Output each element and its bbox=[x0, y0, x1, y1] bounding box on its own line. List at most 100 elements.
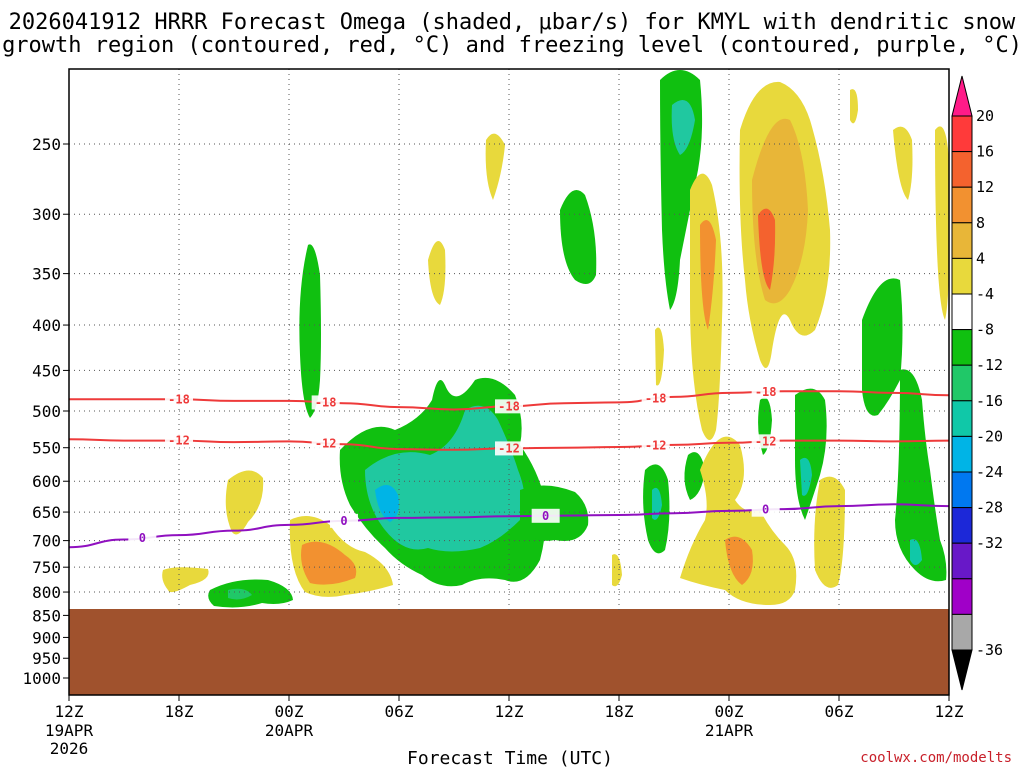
x-tick-date: 21APR bbox=[705, 721, 754, 740]
contour-label-bg bbox=[311, 395, 340, 410]
chart-title-line2: growth region (contoured, red, °C) and f… bbox=[2, 33, 1022, 58]
colorbar-bottom-arrow bbox=[951, 649, 973, 691]
y-tick-label: 800 bbox=[32, 583, 61, 602]
contour-label: -18 bbox=[755, 385, 777, 399]
x-tick-label: 12Z bbox=[495, 702, 524, 721]
contour-label-bg bbox=[751, 502, 780, 517]
y-tick-label: 350 bbox=[32, 265, 61, 284]
omega-region-ascent-7b bbox=[700, 220, 716, 330]
colorbar-label: 20 bbox=[976, 107, 994, 125]
colorbar-segment bbox=[951, 542, 973, 580]
omega-shading bbox=[162, 70, 949, 608]
colorbar-label: 12 bbox=[976, 178, 994, 196]
plot-area: -18 -18 -18 -18 -18 -12 -12 -12 -12 -12 0 0 0 0 bbox=[69, 69, 949, 695]
y-tick-label: 950 bbox=[32, 649, 61, 668]
omega-region-ascent-2 bbox=[225, 470, 264, 535]
omega-region-ascent-13 bbox=[850, 89, 858, 124]
omega-region-ascent-3b bbox=[301, 541, 357, 585]
y-tick-label: 550 bbox=[32, 439, 61, 458]
y-tick-label: 500 bbox=[32, 402, 61, 421]
colorbar-segment bbox=[951, 400, 973, 437]
x-tick-date: 19APR bbox=[45, 721, 94, 740]
contour-label: -18 bbox=[168, 392, 190, 406]
omega-region-descent-11 bbox=[862, 278, 903, 416]
omega-region-ascent-5 bbox=[485, 133, 505, 200]
x-tick-label: 06Z bbox=[385, 702, 414, 721]
x-tick-label: 18Z bbox=[165, 702, 194, 721]
colorbar-segment bbox=[951, 578, 973, 615]
colorbar-segment bbox=[951, 507, 973, 544]
x-tick-label: 12Z bbox=[55, 702, 84, 721]
omega-region-ascent-8c bbox=[758, 208, 776, 290]
contour-line bbox=[69, 503, 949, 549]
colorbar-segment bbox=[951, 151, 973, 188]
x-tick-label: 00Z bbox=[715, 702, 744, 721]
contour-label-bg bbox=[495, 399, 523, 414]
x-tick-label: 06Z bbox=[825, 702, 854, 721]
omega-region-descent-7 bbox=[684, 452, 705, 500]
chart-title-line1: 2026041912 HRRR Forecast Omega (shaded, … bbox=[9, 10, 1016, 35]
colorbar-segment bbox=[951, 435, 973, 473]
omega-region-ascent-1 bbox=[162, 567, 209, 593]
omega-region-descent-3b bbox=[365, 405, 525, 552]
colorbar-label: -8 bbox=[976, 321, 994, 339]
colorbar-segment bbox=[951, 222, 973, 259]
omega-region-descent-8b bbox=[671, 100, 695, 155]
contour-label-bg bbox=[531, 508, 560, 523]
omega-region-ascent-11 bbox=[893, 126, 913, 200]
contour-label-bg bbox=[165, 433, 193, 448]
colorbar-segment bbox=[951, 364, 973, 402]
x-tick-year: 2026 bbox=[50, 739, 89, 758]
colorbar-top-arrow bbox=[951, 75, 973, 117]
colorbar-label: -36 bbox=[976, 641, 1003, 659]
contour-label: 0 bbox=[542, 509, 549, 523]
y-tick-label: 850 bbox=[32, 606, 61, 625]
colorbar-label: -4 bbox=[976, 285, 994, 303]
contour-label-bg bbox=[641, 438, 670, 453]
colorbar-label: 4 bbox=[976, 249, 985, 267]
colorbar-label: -28 bbox=[976, 499, 1003, 517]
temperature-contours: -18 -18 -18 -18 -18 -12 -12 -12 -12 -12 0 0 0 0 bbox=[69, 384, 949, 549]
colorbar-segment bbox=[951, 613, 973, 651]
omega-region-ascent-9 bbox=[680, 436, 797, 605]
x-tick-label: 12Z bbox=[935, 702, 964, 721]
colorbar-label: -16 bbox=[976, 392, 1003, 410]
colorbar-segment bbox=[951, 293, 973, 331]
x-tick-label: 00Z bbox=[275, 702, 304, 721]
omega-region-descent-12b bbox=[910, 539, 922, 565]
y-axis: 250 300 350 400 450 500 550 600 650 700 750 800 850 9… bbox=[22, 135, 69, 688]
contour-label: 0 bbox=[139, 531, 146, 545]
colorbar-label: -24 bbox=[976, 463, 1003, 481]
colorbar-segment bbox=[951, 115, 973, 153]
omega-colorbar: 20 16 12 8 4 -4 -8 -12 -16 -20 -24 -28 -32 -36 bbox=[951, 75, 1003, 691]
y-tick-label: 400 bbox=[32, 316, 61, 335]
y-tick-label: 900 bbox=[32, 628, 61, 647]
colorbar-label: -20 bbox=[976, 427, 1003, 445]
contour-label: 0 bbox=[340, 514, 347, 528]
omega-region-ascent-9b bbox=[725, 536, 753, 585]
colorbar-label: 8 bbox=[976, 214, 985, 232]
omega-region-ascent-14 bbox=[655, 327, 664, 386]
contour-label-bg bbox=[330, 513, 358, 528]
x-axis-title: Forecast Time (UTC) bbox=[407, 748, 613, 768]
omega-region-descent-10b bbox=[800, 457, 812, 496]
x-tick-date: 20APR bbox=[265, 721, 314, 740]
contour-label: -12 bbox=[315, 436, 337, 450]
colorbar-segment bbox=[951, 471, 973, 509]
credit-text: coolwx.com/modelts bbox=[860, 750, 1012, 766]
omega-region-ascent-6 bbox=[612, 554, 622, 587]
contour-label-bg bbox=[495, 441, 523, 456]
y-tick-label: 750 bbox=[32, 558, 61, 577]
colorbar-segment bbox=[951, 257, 973, 295]
contour-label-bg bbox=[165, 392, 193, 407]
contour-label-bg bbox=[751, 384, 780, 399]
y-tick-label: 450 bbox=[32, 361, 61, 380]
contour-label: -12 bbox=[645, 439, 667, 453]
omega-region-descent-12 bbox=[895, 369, 947, 582]
y-tick-label: 250 bbox=[32, 135, 61, 154]
omega-region-ascent-12 bbox=[935, 126, 949, 320]
omega-region-ascent-4 bbox=[428, 241, 446, 305]
contour-label-bg bbox=[641, 391, 670, 406]
contour-label-bg bbox=[128, 531, 157, 546]
